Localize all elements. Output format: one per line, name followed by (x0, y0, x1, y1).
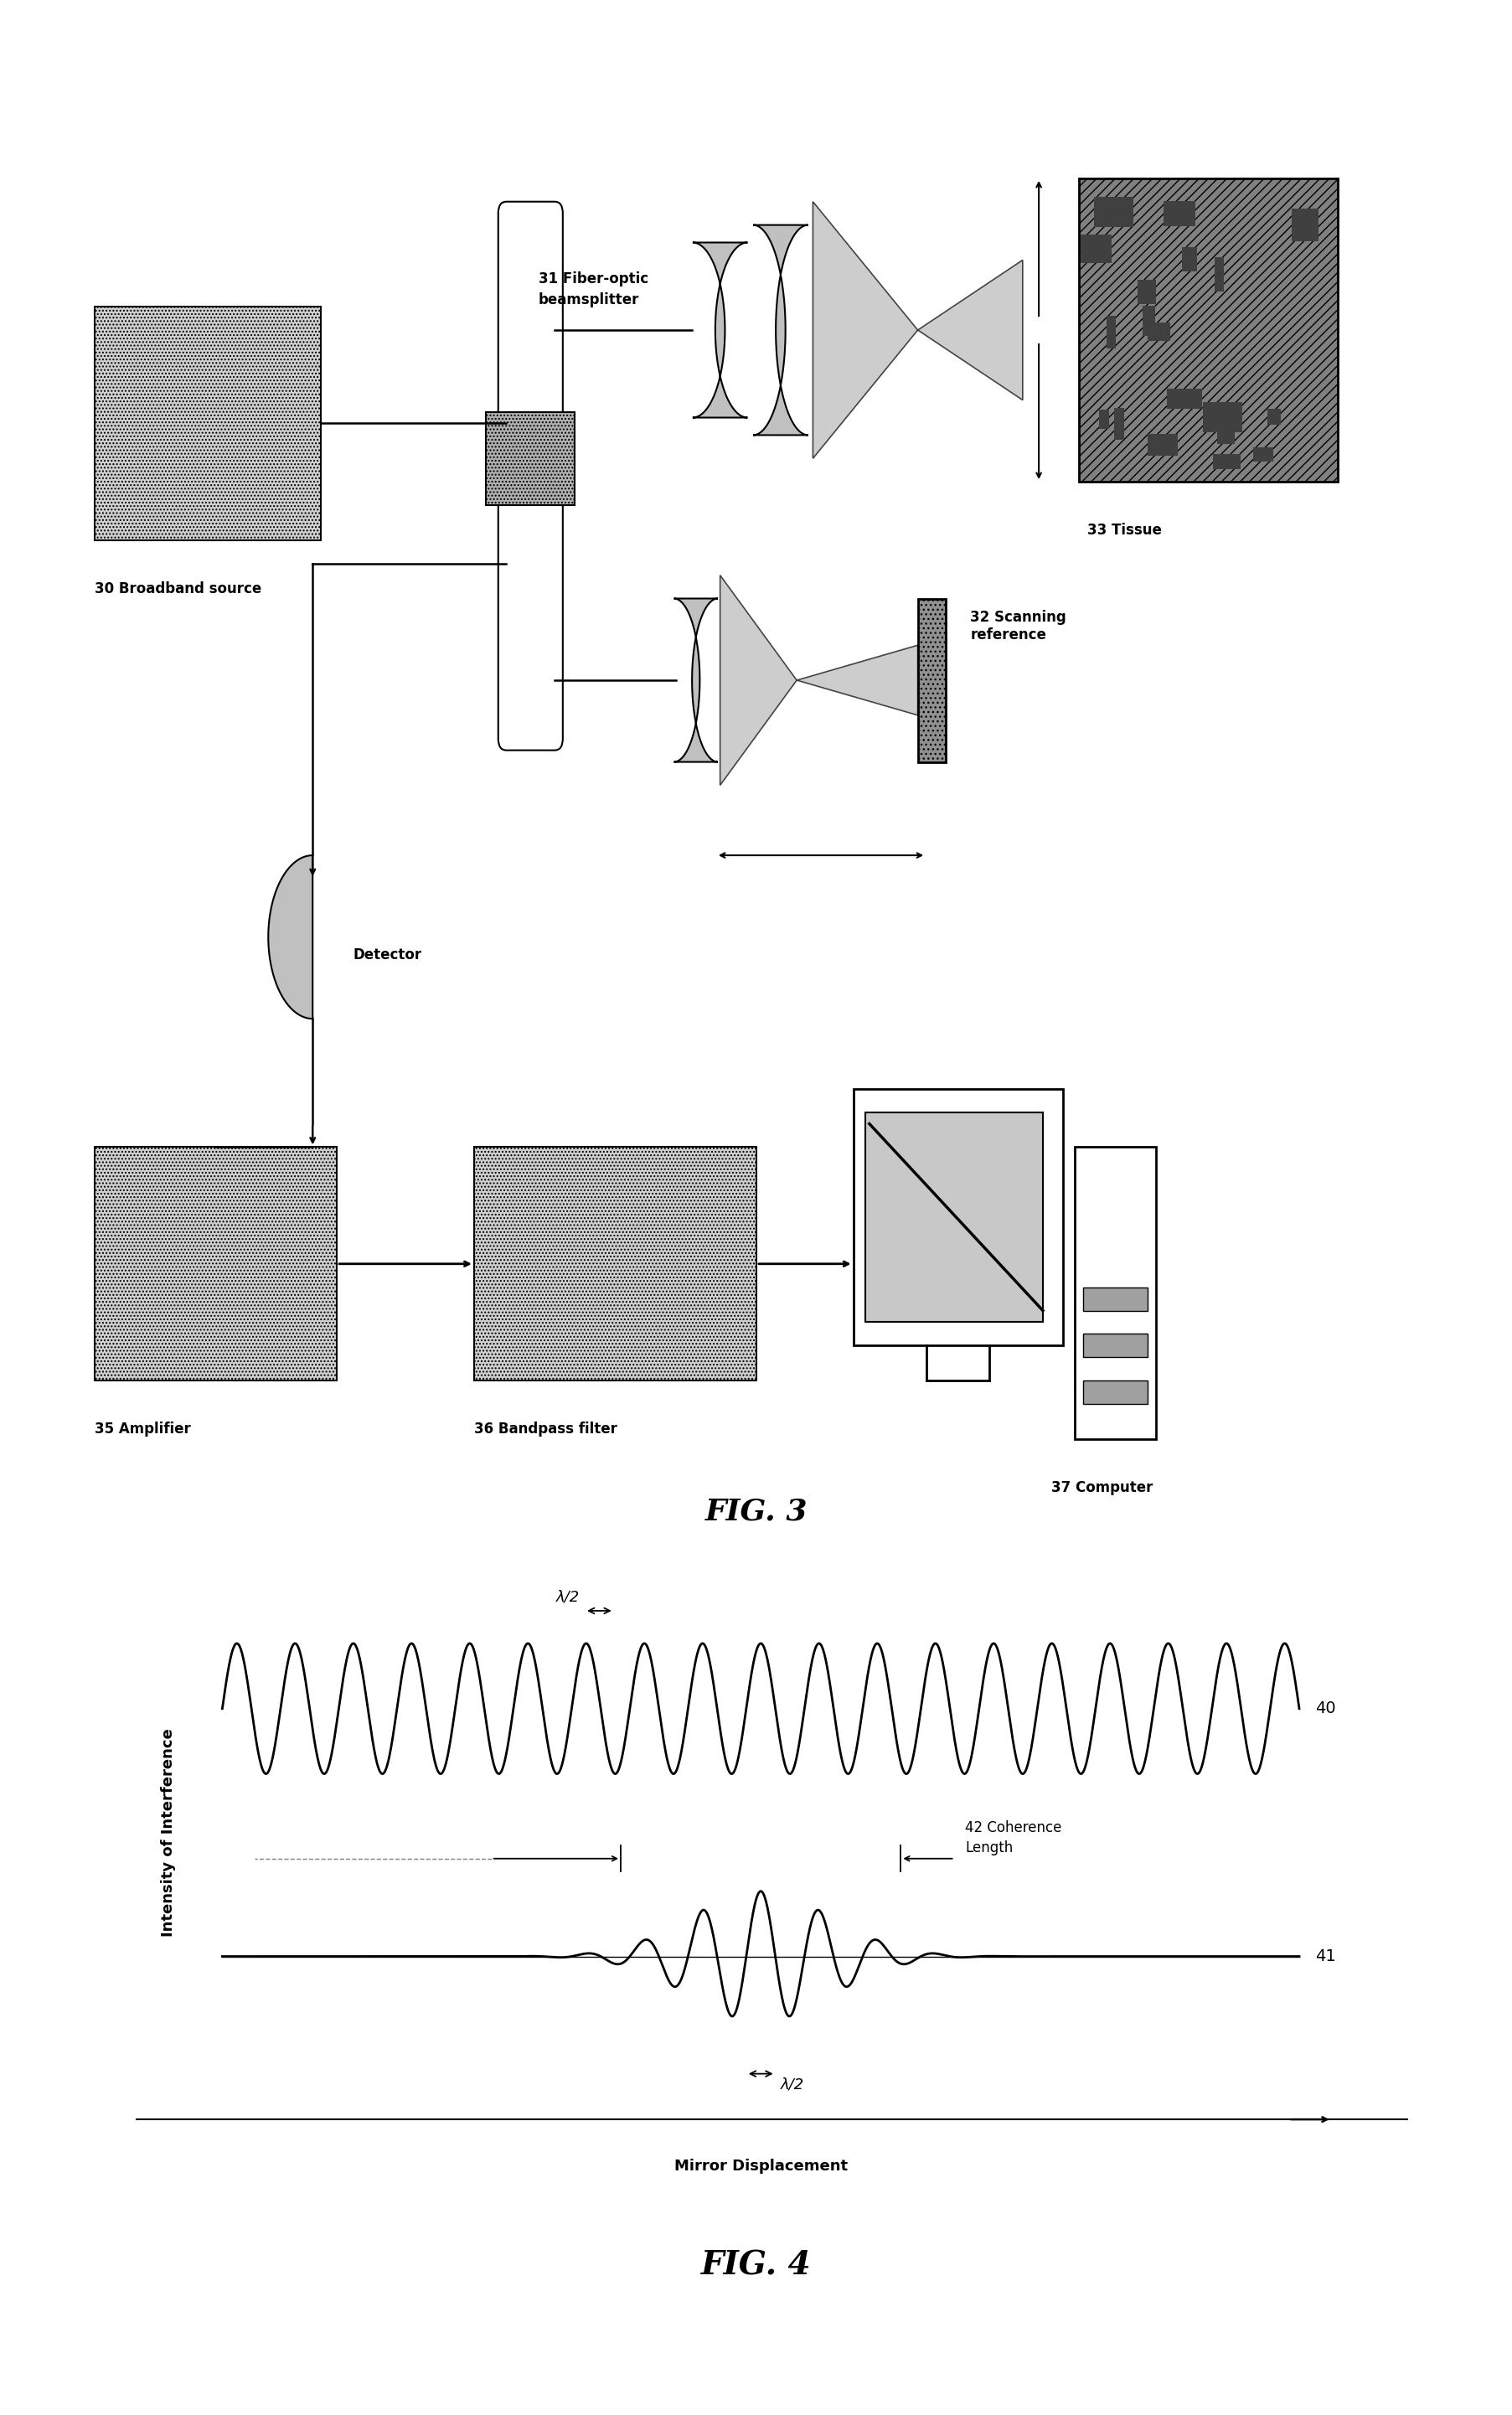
Text: 32 Scanning
reference: 32 Scanning reference (969, 611, 1066, 642)
Bar (1083, 1287, 1148, 1311)
Text: λ/2: λ/2 (555, 1589, 579, 1604)
Bar (1267, 408, 1281, 425)
Bar (1253, 447, 1272, 461)
Text: FIG. 4: FIG. 4 (702, 2248, 810, 2282)
Polygon shape (720, 575, 797, 785)
Bar (1075, 1147, 1155, 1439)
Polygon shape (797, 645, 918, 715)
Text: 42 Coherence
Length: 42 Coherence Length (965, 1821, 1061, 1855)
Bar (1095, 200, 1128, 217)
Text: Intensity of Interference: Intensity of Interference (160, 1729, 175, 1937)
Text: 40: 40 (1314, 1700, 1335, 1717)
Bar (1137, 280, 1155, 304)
Bar (95, 307, 321, 541)
Bar (1107, 316, 1116, 348)
Bar (1202, 403, 1241, 432)
Text: Mirror Displacement: Mirror Displacement (674, 2159, 847, 2174)
Bar (1080, 234, 1111, 263)
Bar (95, 1147, 337, 1381)
Polygon shape (673, 599, 718, 763)
Polygon shape (918, 261, 1022, 401)
Text: 30 Broadband source: 30 Broadband source (95, 582, 262, 597)
Text: Detector: Detector (352, 947, 422, 961)
Bar (1083, 1333, 1148, 1357)
Text: 36 Bandpass filter: 36 Bandpass filter (473, 1422, 617, 1437)
FancyBboxPatch shape (497, 203, 562, 751)
Polygon shape (812, 203, 918, 459)
Polygon shape (692, 242, 747, 418)
Bar (1142, 307, 1155, 336)
Text: 35 Amplifier: 35 Amplifier (95, 1422, 191, 1437)
Text: 41: 41 (1314, 1949, 1335, 1963)
Bar (1078, 179, 1337, 483)
Polygon shape (753, 225, 807, 435)
Bar (865, 1111, 1042, 1323)
Bar (473, 1147, 756, 1381)
Text: 33 Tissue: 33 Tissue (1087, 522, 1161, 539)
Bar (1148, 435, 1178, 456)
Bar (853, 1089, 1063, 1345)
Text: 31 Fiber-optic
beamsplitter: 31 Fiber-optic beamsplitter (538, 273, 649, 307)
Text: λ/2: λ/2 (780, 2077, 804, 2091)
Bar (1083, 1381, 1148, 1403)
Bar (1093, 196, 1132, 227)
Text: 37 Computer: 37 Computer (1051, 1480, 1152, 1495)
Text: FIG. 3: FIG. 3 (705, 1497, 807, 1526)
Bar (1213, 454, 1240, 469)
Polygon shape (268, 855, 313, 1019)
Bar (1217, 425, 1234, 444)
Bar (1148, 324, 1169, 341)
Bar (1291, 208, 1318, 242)
Bar (1163, 200, 1194, 227)
Bar (1114, 408, 1123, 440)
Bar (918, 599, 945, 763)
Bar (1166, 389, 1201, 408)
Bar (485, 411, 575, 505)
Bar (1099, 411, 1108, 430)
Bar (1214, 258, 1223, 292)
Bar (1181, 246, 1196, 270)
